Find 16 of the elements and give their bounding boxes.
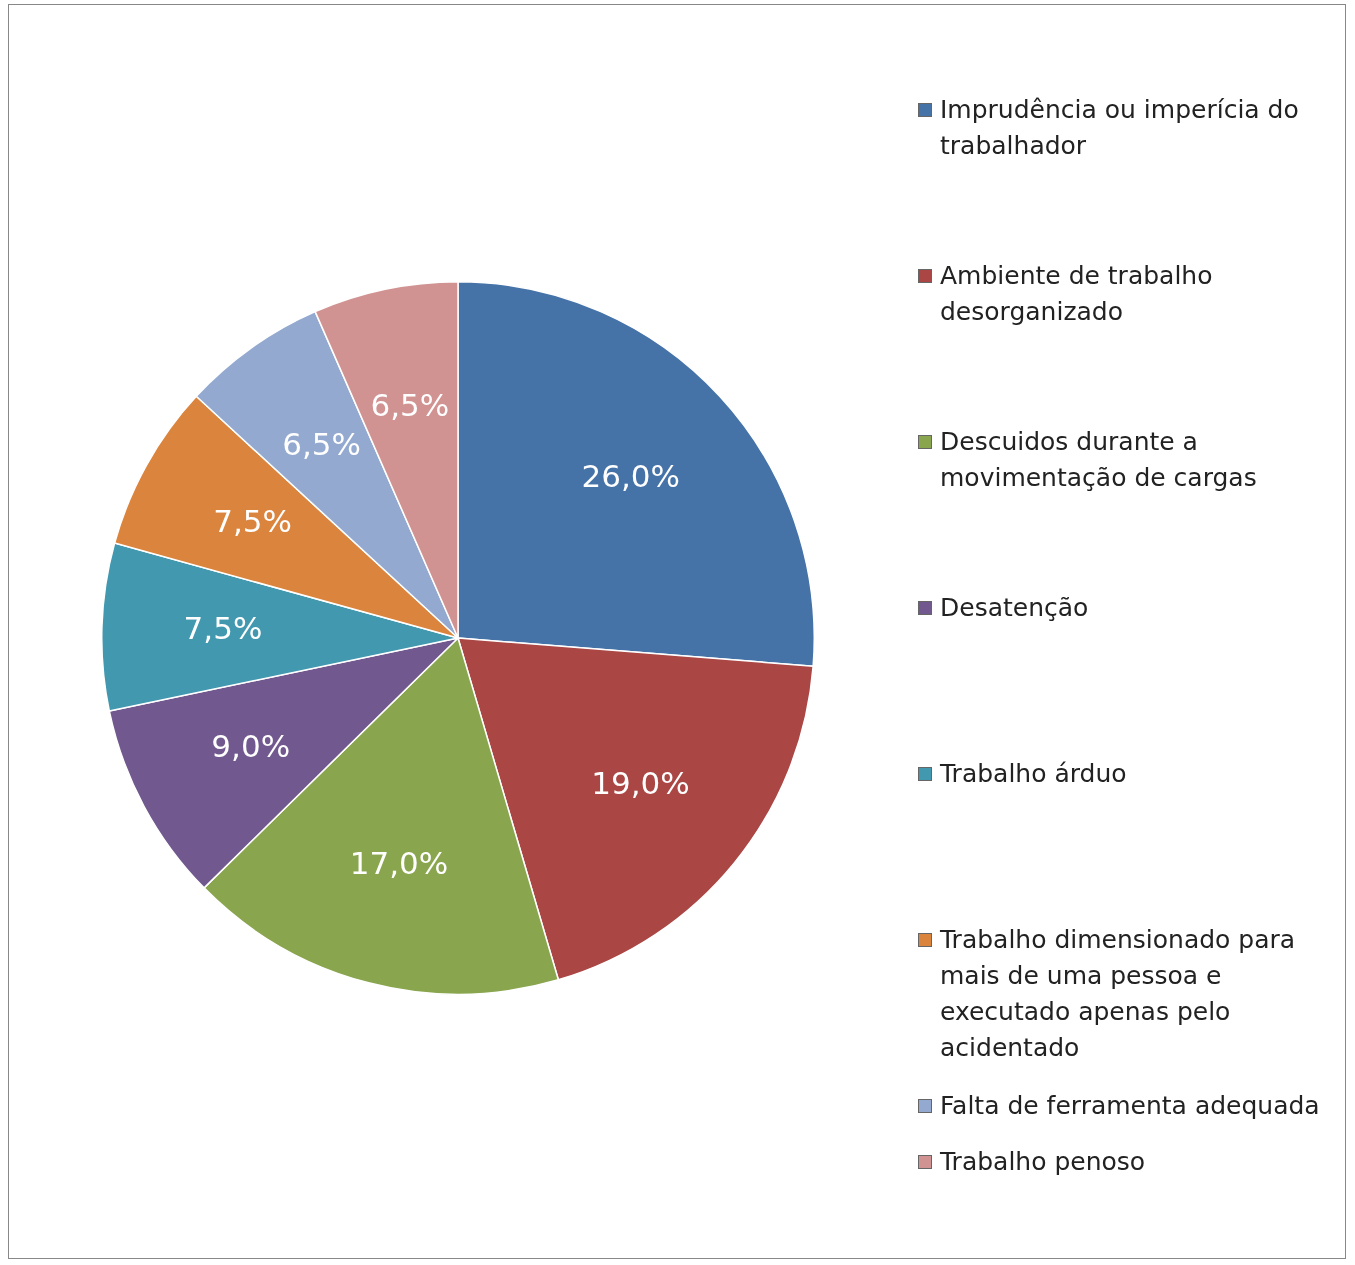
data-label: 6,5% <box>282 425 361 462</box>
legend-label: Trabalho árduo <box>940 758 1127 790</box>
data-label: 7,5% <box>213 502 292 539</box>
legend-label: Imprudência ou imperícia do trabalhador <box>940 94 1300 162</box>
legend-label: Ambiente de trabalho desorganizado <box>940 260 1214 328</box>
legend-label: Descuidos durante a movimentação de cargas <box>940 426 1258 494</box>
legend-label: Trabalho dimensionado para mais de uma pessoa e executado apenas pelo acidentado <box>940 924 1297 1064</box>
data-label: 17,0% <box>349 844 449 881</box>
data-label: 26,0% <box>581 457 680 494</box>
legend-label: Trabalho penoso <box>940 1146 1146 1178</box>
data-label: 6,5% <box>370 386 450 423</box>
data-label: 9,0% <box>211 728 291 765</box>
legend-label: Desatenção <box>940 592 1089 624</box>
data-label: 19,0% <box>591 765 690 802</box>
legend-label: Falta de ferramenta adequada <box>940 1090 1320 1122</box>
data-label: 7,5% <box>183 609 263 646</box>
